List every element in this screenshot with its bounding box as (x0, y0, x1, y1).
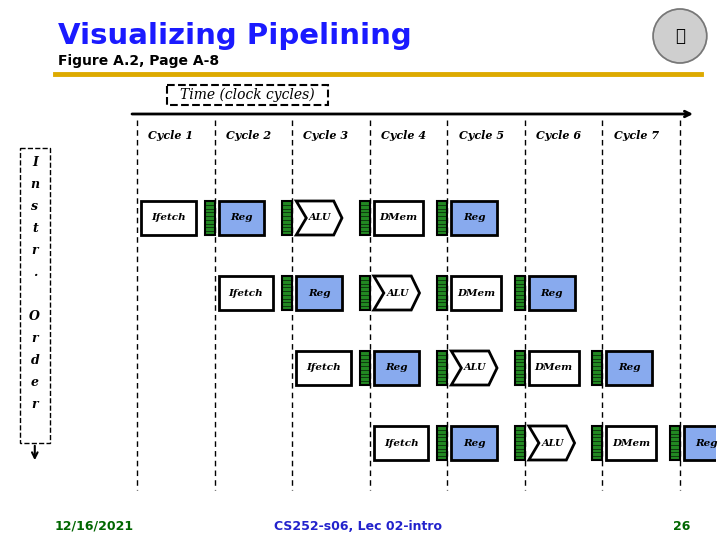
FancyBboxPatch shape (219, 201, 264, 235)
FancyBboxPatch shape (167, 85, 328, 105)
FancyBboxPatch shape (219, 276, 274, 310)
Text: Ifetch: Ifetch (306, 363, 341, 373)
FancyBboxPatch shape (437, 201, 447, 235)
Text: n: n (30, 178, 40, 191)
FancyBboxPatch shape (670, 426, 680, 460)
Text: I: I (32, 156, 37, 168)
Text: d: d (30, 354, 39, 367)
Text: e: e (31, 375, 39, 388)
Text: Cycle 7: Cycle 7 (613, 130, 659, 141)
FancyBboxPatch shape (437, 276, 447, 310)
Text: Reg: Reg (230, 213, 253, 222)
FancyBboxPatch shape (296, 276, 342, 310)
FancyBboxPatch shape (20, 148, 50, 443)
Text: r: r (32, 244, 38, 256)
Text: Reg: Reg (618, 363, 641, 373)
FancyBboxPatch shape (204, 201, 215, 235)
Text: DMem: DMem (612, 438, 650, 448)
Text: Reg: Reg (463, 438, 485, 448)
Text: Reg: Reg (463, 213, 485, 222)
Text: Cycle 5: Cycle 5 (459, 130, 504, 141)
FancyBboxPatch shape (360, 351, 370, 385)
FancyBboxPatch shape (606, 426, 656, 460)
FancyBboxPatch shape (374, 351, 420, 385)
Text: O: O (30, 309, 40, 322)
Text: DMem: DMem (535, 363, 572, 373)
Text: Cycle 3: Cycle 3 (304, 130, 348, 141)
Text: Cycle 2: Cycle 2 (226, 130, 271, 141)
Text: .: . (32, 266, 37, 279)
FancyBboxPatch shape (360, 201, 370, 235)
FancyBboxPatch shape (360, 276, 370, 310)
FancyBboxPatch shape (451, 276, 501, 310)
FancyBboxPatch shape (437, 426, 447, 460)
FancyBboxPatch shape (515, 426, 525, 460)
Text: DMem: DMem (457, 288, 495, 298)
FancyBboxPatch shape (451, 201, 497, 235)
Circle shape (653, 9, 707, 63)
Text: Time (clock cycles): Time (clock cycles) (180, 88, 315, 102)
Text: r: r (32, 397, 38, 410)
Text: ALU: ALU (541, 438, 564, 448)
Text: Reg: Reg (385, 363, 408, 373)
FancyBboxPatch shape (282, 276, 292, 310)
Text: 26: 26 (673, 519, 691, 532)
FancyBboxPatch shape (529, 276, 575, 310)
Text: Cycle 4: Cycle 4 (381, 130, 426, 141)
FancyBboxPatch shape (374, 426, 428, 460)
Text: Ifetch: Ifetch (384, 438, 418, 448)
Text: Cycle 1: Cycle 1 (148, 130, 194, 141)
FancyBboxPatch shape (593, 351, 603, 385)
Text: Reg: Reg (541, 288, 563, 298)
FancyBboxPatch shape (141, 201, 196, 235)
Text: 12/16/2021: 12/16/2021 (55, 519, 134, 532)
Text: ALU: ALU (309, 213, 331, 222)
FancyBboxPatch shape (374, 201, 423, 235)
Text: r: r (32, 332, 38, 345)
Text: CS252-s06, Lec 02-intro: CS252-s06, Lec 02-intro (274, 519, 442, 532)
Text: Figure A.2, Page A-8: Figure A.2, Page A-8 (58, 54, 219, 68)
FancyBboxPatch shape (593, 426, 603, 460)
Text: Visualizing Pipelining: Visualizing Pipelining (58, 22, 411, 50)
Text: Reg: Reg (308, 288, 330, 298)
Polygon shape (529, 426, 575, 460)
FancyBboxPatch shape (296, 351, 351, 385)
Text: Ifetch: Ifetch (229, 288, 264, 298)
Text: ALU: ALU (387, 288, 409, 298)
Text: 🔧: 🔧 (675, 27, 685, 45)
FancyBboxPatch shape (451, 426, 497, 460)
Text: Cycle 6: Cycle 6 (536, 130, 581, 141)
FancyBboxPatch shape (606, 351, 652, 385)
Text: ALU: ALU (464, 363, 486, 373)
FancyBboxPatch shape (529, 351, 579, 385)
FancyBboxPatch shape (515, 351, 525, 385)
Text: Ifetch: Ifetch (151, 213, 186, 222)
Text: Reg: Reg (696, 438, 718, 448)
Polygon shape (451, 351, 497, 385)
Polygon shape (296, 201, 342, 235)
FancyBboxPatch shape (515, 276, 525, 310)
FancyBboxPatch shape (437, 351, 447, 385)
Polygon shape (374, 276, 420, 310)
Text: s: s (31, 199, 38, 213)
Text: DMem: DMem (379, 213, 418, 222)
FancyBboxPatch shape (684, 426, 720, 460)
FancyBboxPatch shape (282, 201, 292, 235)
Text: t: t (32, 221, 37, 234)
